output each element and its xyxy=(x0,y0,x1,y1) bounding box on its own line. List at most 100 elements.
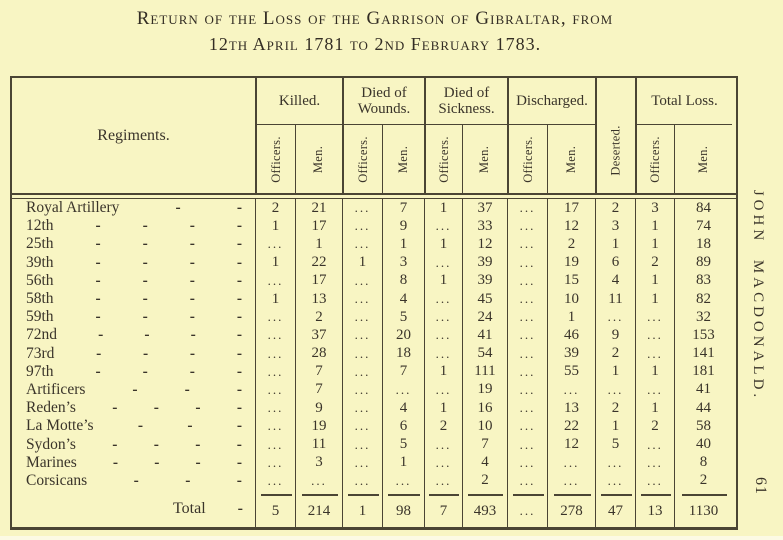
subheader-cell: Officers. xyxy=(637,125,674,193)
value-cell: ... xyxy=(424,471,462,490)
value-cell: ... xyxy=(507,417,547,436)
value-cell: 2 xyxy=(255,199,295,218)
value-cell: ... xyxy=(424,289,462,309)
value-cell: ... xyxy=(342,217,382,236)
value-cell: ... xyxy=(595,453,635,472)
value-cell: ... xyxy=(255,344,295,363)
leader-dash: - xyxy=(236,290,242,308)
total-value-cell: 1130 xyxy=(674,490,732,527)
value-cell: ... xyxy=(507,362,547,381)
subheader-label-vertical: Men. xyxy=(311,145,326,173)
subheader-label-vertical: Men. xyxy=(477,145,492,173)
regiment-cell: Artificers - - - xyxy=(12,381,255,399)
value-cell: 2 xyxy=(595,344,635,363)
value-cell: 19 xyxy=(295,417,342,436)
regiments-header-label: Regiments. xyxy=(97,126,170,144)
regiment-cell: 72nd - - - - xyxy=(12,326,255,344)
value-cell: ... xyxy=(255,271,295,290)
value-cell: 39 xyxy=(547,344,595,363)
value-cell: 2 xyxy=(635,417,674,436)
value-cell: ... xyxy=(255,399,295,418)
leader-dash: - xyxy=(195,453,201,471)
value-cell: 153 xyxy=(674,326,732,345)
leader-dash: - xyxy=(132,380,138,398)
value-cell: ... xyxy=(342,326,382,345)
value-cell: 4 xyxy=(462,453,507,472)
value-cell: 37 xyxy=(295,326,342,345)
subheader-row: Officers. Men. xyxy=(509,125,595,193)
leader-dash: - xyxy=(236,380,242,398)
subheader-cell: Men. xyxy=(295,125,342,193)
value-cell: 4 xyxy=(595,271,635,290)
value-cell: ... xyxy=(342,308,382,327)
value-cell: 5 xyxy=(382,308,424,327)
value-cell: 111 xyxy=(462,362,507,381)
table-row: Reden’s - - - -... 9... 4 1 16... 13 2 1 44 xyxy=(12,399,736,418)
table-row: 39th - - - -1 22 1 3... 39... 19 6 2 89 xyxy=(12,253,736,272)
value-cell: ... xyxy=(424,308,462,327)
value-cell: 10 xyxy=(462,417,507,436)
value-cell: 10 xyxy=(547,289,595,309)
value-cell: 2 xyxy=(674,471,732,490)
header-deserted-cell: Deserted. xyxy=(595,78,635,193)
leader-dash: - xyxy=(236,362,242,380)
leader-dash: - xyxy=(189,362,195,380)
value-cell: ... xyxy=(295,471,342,490)
table-row: Artificers - - -... 7......... 19............… xyxy=(12,380,736,400)
leader-dash: - xyxy=(175,199,181,217)
value-cell: 2 xyxy=(547,235,595,254)
value-cell: ... xyxy=(595,471,635,490)
page-title-line-2: 12th April 1781 to 2nd February 1783. xyxy=(208,34,542,54)
value-cell: ... xyxy=(382,380,424,400)
value-cell: 5 xyxy=(595,435,635,454)
leader-dash: - xyxy=(142,362,148,380)
subheader-cell: Officers. xyxy=(257,125,295,193)
value-cell: ... xyxy=(547,453,595,472)
leader-dash: - xyxy=(112,453,119,471)
leader-dash: - xyxy=(142,290,148,308)
leader-dash: - xyxy=(236,344,242,362)
value-cell: 11 xyxy=(295,435,342,454)
table-row: Royal Artillery - -2 21... 7 1 37... 17 2 3 84 xyxy=(12,199,736,218)
total-row: Total -5 214 1 98 7 493... 278 47 13 1130 xyxy=(12,490,736,527)
value-cell: 1 xyxy=(382,235,424,254)
value-cell: ... xyxy=(507,253,547,272)
value-cell: 54 xyxy=(462,344,507,363)
leader-dash: - xyxy=(236,471,242,489)
value-cell: 1 xyxy=(595,362,635,381)
value-cell: ... xyxy=(424,344,462,363)
regiment-name: Reden’s xyxy=(26,399,76,417)
value-cell: ... xyxy=(342,380,382,400)
value-cell: 1 xyxy=(635,235,674,254)
value-cell: 5 xyxy=(382,435,424,454)
value-cell: 33 xyxy=(462,217,507,236)
table-row: 97th - - - -... 7... 7 1 111... 55 1 1 181 xyxy=(12,362,736,381)
value-cell: ... xyxy=(595,380,635,400)
group-label: Killed. xyxy=(257,78,342,125)
value-cell: ... xyxy=(255,435,295,454)
value-cell: 2 xyxy=(424,417,462,436)
subheader-cell: Men. xyxy=(674,125,732,193)
value-cell: 82 xyxy=(674,289,732,309)
value-cell: ... xyxy=(255,380,295,400)
leader-dash: - xyxy=(142,235,148,253)
regiment-cell: Royal Artillery - - xyxy=(12,199,255,217)
leader-dash: - xyxy=(189,290,195,308)
subheader-label-vertical: Officers. xyxy=(355,135,370,183)
value-cell: 1 xyxy=(342,253,382,272)
regiment-name: 58th xyxy=(26,290,54,308)
value-cell: 1 xyxy=(595,417,635,436)
value-cell: ... xyxy=(635,344,674,363)
leader-dash: - xyxy=(236,308,242,326)
value-cell: 18 xyxy=(674,235,732,254)
value-cell: 13 xyxy=(547,399,595,418)
subheader-label-vertical: Officers. xyxy=(648,135,662,183)
regiment-name: La Motte’s xyxy=(26,417,94,435)
table-row: 59th - - - -... 2... 5... 24... 1...... 32 xyxy=(12,308,736,327)
value-cell: ... xyxy=(595,308,635,327)
leader-dash: - xyxy=(143,344,149,362)
leader-dash: - xyxy=(95,253,101,271)
leader-dash: - xyxy=(184,380,190,398)
value-cell: 41 xyxy=(674,380,732,400)
